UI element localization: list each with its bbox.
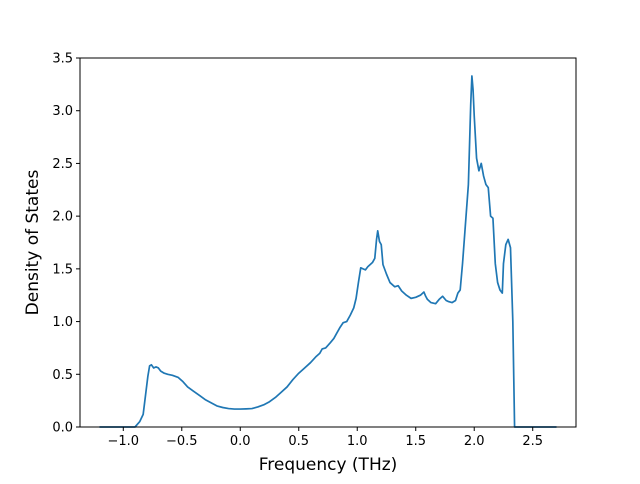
axis-ticks: −1.0 −0.5 0.0 0.5 1.0 1.5 2.0 2.5 0.0 0.5 1.0 1.5 2.… bbox=[52, 52, 543, 450]
x-axis-label: Frequency (THz) bbox=[259, 455, 398, 475]
y-tick-label: 1.5 bbox=[52, 262, 73, 277]
y-tick-label: 3.0 bbox=[52, 104, 73, 119]
y-tick-label: 1.0 bbox=[52, 315, 73, 330]
x-tick-label: 1.0 bbox=[347, 434, 368, 449]
x-tick-label: 0.0 bbox=[230, 434, 251, 449]
series-line-0 bbox=[99, 75, 557, 428]
plot-area bbox=[99, 75, 557, 428]
y-tick-label: 0.5 bbox=[52, 368, 73, 383]
x-tick-label: 1.5 bbox=[405, 434, 426, 449]
x-tick-label: 2.0 bbox=[464, 434, 485, 449]
axes-frame bbox=[79, 57, 577, 428]
x-tick-label: −1.0 bbox=[107, 434, 139, 449]
y-tick-label: 2.0 bbox=[52, 210, 73, 225]
y-tick-label: 3.5 bbox=[52, 52, 73, 67]
y-tick-label: 0.0 bbox=[52, 421, 73, 436]
y-axis-label: Density of States bbox=[23, 170, 43, 316]
x-tick-label: 2.5 bbox=[522, 434, 543, 449]
x-tick-label: 0.5 bbox=[288, 434, 309, 449]
y-tick-label: 2.5 bbox=[52, 157, 73, 172]
x-tick-label: −0.5 bbox=[166, 434, 198, 449]
